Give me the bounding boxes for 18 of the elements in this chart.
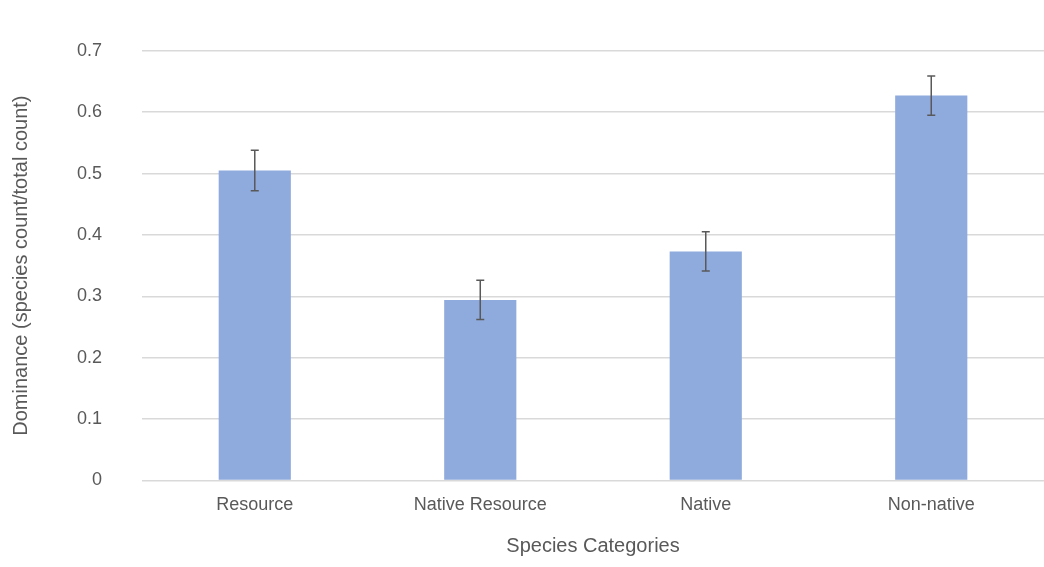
- y-tick-label: 0.4: [76, 223, 103, 244]
- y-tick-label: 0.2: [76, 346, 103, 367]
- y-axis-title: Dominance (species count/total count): [8, 95, 31, 436]
- x-tick-label: Resource: [216, 494, 294, 515]
- y-tick-label: 0.5: [76, 162, 103, 183]
- y-tick-label: 0: [92, 469, 103, 490]
- bar: [218, 170, 291, 480]
- y-tick-label: 0.7: [76, 39, 103, 60]
- x-axis-title: Species Categories: [506, 533, 680, 556]
- x-tick-label: Native Resource: [413, 494, 547, 515]
- y-tick-label: 0.1: [76, 408, 103, 428]
- x-tick-label: Native: [680, 494, 732, 515]
- y-tick-label: 0.6: [76, 101, 103, 122]
- y-tick-label: 0.3: [76, 285, 103, 306]
- bar: [895, 95, 968, 480]
- x-tick-label: Non-native: [887, 494, 975, 515]
- bar: [444, 299, 517, 480]
- bar: [669, 251, 742, 480]
